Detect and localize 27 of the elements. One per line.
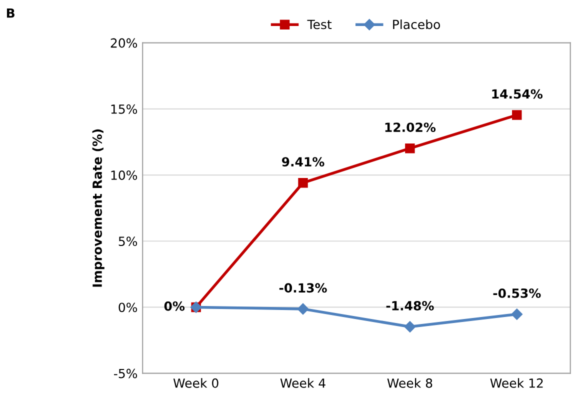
data-label: 14.54% [492,89,543,99]
data-label: -1.48% [386,301,434,310]
point [405,143,415,154]
data-label: 12.02% [385,122,436,132]
y-tick-label: -5% [114,368,138,378]
y-tick-label: 20% [110,38,138,48]
point [298,178,308,188]
point [297,303,309,315]
point [511,308,522,320]
point [512,110,522,120]
data-label: 9.41% [282,157,324,167]
point [404,321,416,332]
x-tick-label: Week 4 [280,378,326,388]
y-tick-label: 5% [118,236,138,246]
y-tick-label: 0% [118,302,138,312]
y-tick-label: 10% [111,170,138,180]
legend-label: Placebo [393,19,440,30]
text: B [6,8,14,18]
legend-label: Test [307,20,332,30]
x-tick-label: Week 0 [173,378,218,388]
y-tick-label: 15% [111,104,138,114]
x-tick-label: Week 8 [387,378,432,388]
y-axis-title: Improvement Rate (%) [92,129,104,287]
x-tick-label: Week 12 [490,378,543,388]
data-label: -0.13% [279,283,327,293]
data-label: -0.53% [493,288,541,298]
data-label: 0% [164,301,185,311]
